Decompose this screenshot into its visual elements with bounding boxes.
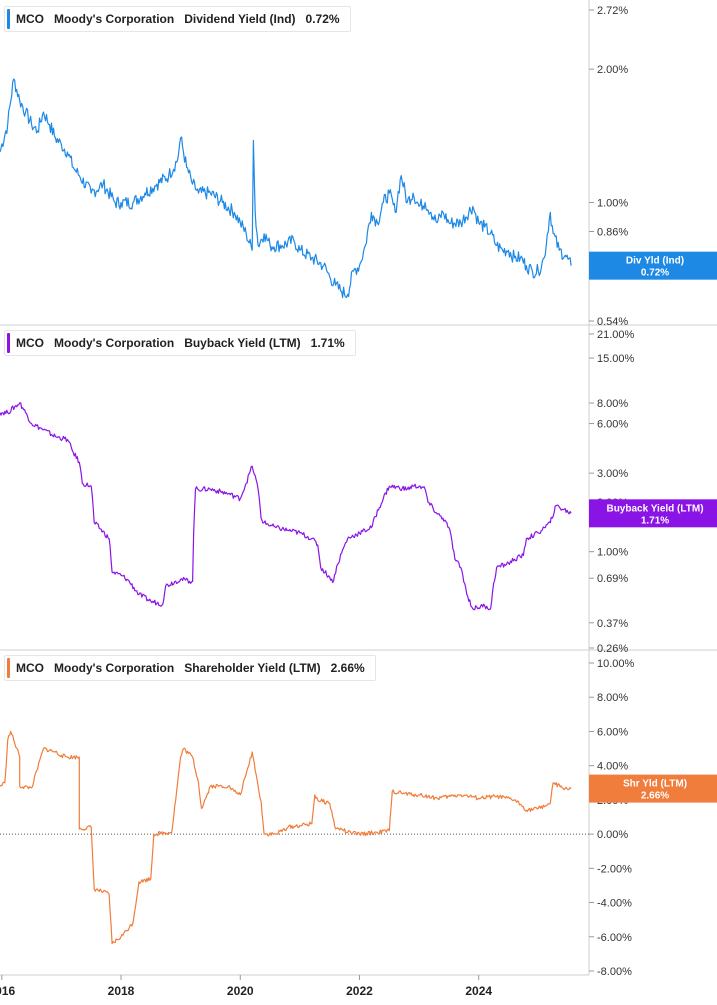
legend-value: 2.66% <box>330 661 365 675</box>
y-tick-label: 4.00% <box>597 761 628 773</box>
y-tick-label: 0.37% <box>597 618 628 630</box>
value-tag <box>589 251 717 280</box>
legend-buyback-yield: MCO Moody's Corporation Buyback Yield (L… <box>4 330 356 356</box>
y-tick-label: 3.00% <box>597 468 628 480</box>
legend-value: 0.72% <box>305 12 340 26</box>
y-tick-label: 8.00% <box>597 692 628 704</box>
x-tick-label: 2024 <box>465 984 492 998</box>
y-tick-label: 6.00% <box>597 726 628 738</box>
y-tick-label: 10.00% <box>597 658 635 670</box>
legend-metric: Shareholder Yield (LTM) <box>184 661 321 675</box>
y-tick-label: 2.00% <box>597 64 628 76</box>
legend-value: 1.71% <box>310 336 345 350</box>
y-tick-label: 0.86% <box>597 226 628 238</box>
y-tick-label: 0.69% <box>597 573 628 585</box>
x-tick-label: 2022 <box>346 984 373 998</box>
series-line <box>0 402 572 611</box>
legend-ticker: MCO <box>16 661 44 675</box>
legend-shareholder-yield: MCO Moody's Corporation Shareholder Yiel… <box>4 655 376 681</box>
value-tag <box>589 774 717 803</box>
y-tick-label: -6.00% <box>597 932 632 944</box>
series-color-swatch <box>7 9 10 29</box>
value-tag-value: 0.72% <box>641 268 669 279</box>
value-tag-label: Shr Yld (LTM) <box>623 779 687 790</box>
legend-company: Moody's Corporation <box>54 12 175 26</box>
y-tick-label: 6.00% <box>597 419 628 431</box>
series-color-swatch <box>7 333 10 353</box>
y-tick-label: 1.00% <box>597 547 628 559</box>
legend-ticker: MCO <box>16 336 44 350</box>
y-tick-label: 8.00% <box>597 398 628 410</box>
y-tick-label: 1.00% <box>597 197 628 209</box>
value-tag-value: 1.71% <box>641 515 669 526</box>
y-tick-label: -4.00% <box>597 898 632 910</box>
legend-company: Moody's Corporation <box>54 661 175 675</box>
value-tag-value: 2.66% <box>641 791 669 802</box>
y-tick-label: 21.00% <box>597 329 635 341</box>
value-tag-label: Buyback Yield (LTM) <box>606 503 703 514</box>
value-tag <box>589 499 717 528</box>
y-tick-label: 0.26% <box>597 643 628 655</box>
y-tick-label: -8.00% <box>597 966 632 978</box>
series-line <box>0 78 572 299</box>
y-tick-label: 15.00% <box>597 353 635 365</box>
y-tick-label: 0.00% <box>597 829 628 841</box>
legend-ticker: MCO <box>16 12 44 26</box>
legend-dividend-yield: MCO Moody's Corporation Dividend Yield (… <box>4 6 351 32</box>
x-tick-label: 2020 <box>227 984 254 998</box>
value-tag-label: Div Yld (Ind) <box>626 256 684 267</box>
y-tick-label: -2.00% <box>597 863 632 875</box>
x-tick-label: 2018 <box>108 984 135 998</box>
y-tick-label: 0.54% <box>597 316 628 328</box>
series-line <box>0 730 572 945</box>
legend-metric: Buyback Yield (LTM) <box>184 336 301 350</box>
series-color-swatch <box>7 658 10 678</box>
x-tick-label: 2016 <box>0 984 15 998</box>
legend-company: Moody's Corporation <box>54 336 175 350</box>
y-tick-label: 2.72% <box>597 5 628 17</box>
legend-metric: Dividend Yield (Ind) <box>184 12 296 26</box>
